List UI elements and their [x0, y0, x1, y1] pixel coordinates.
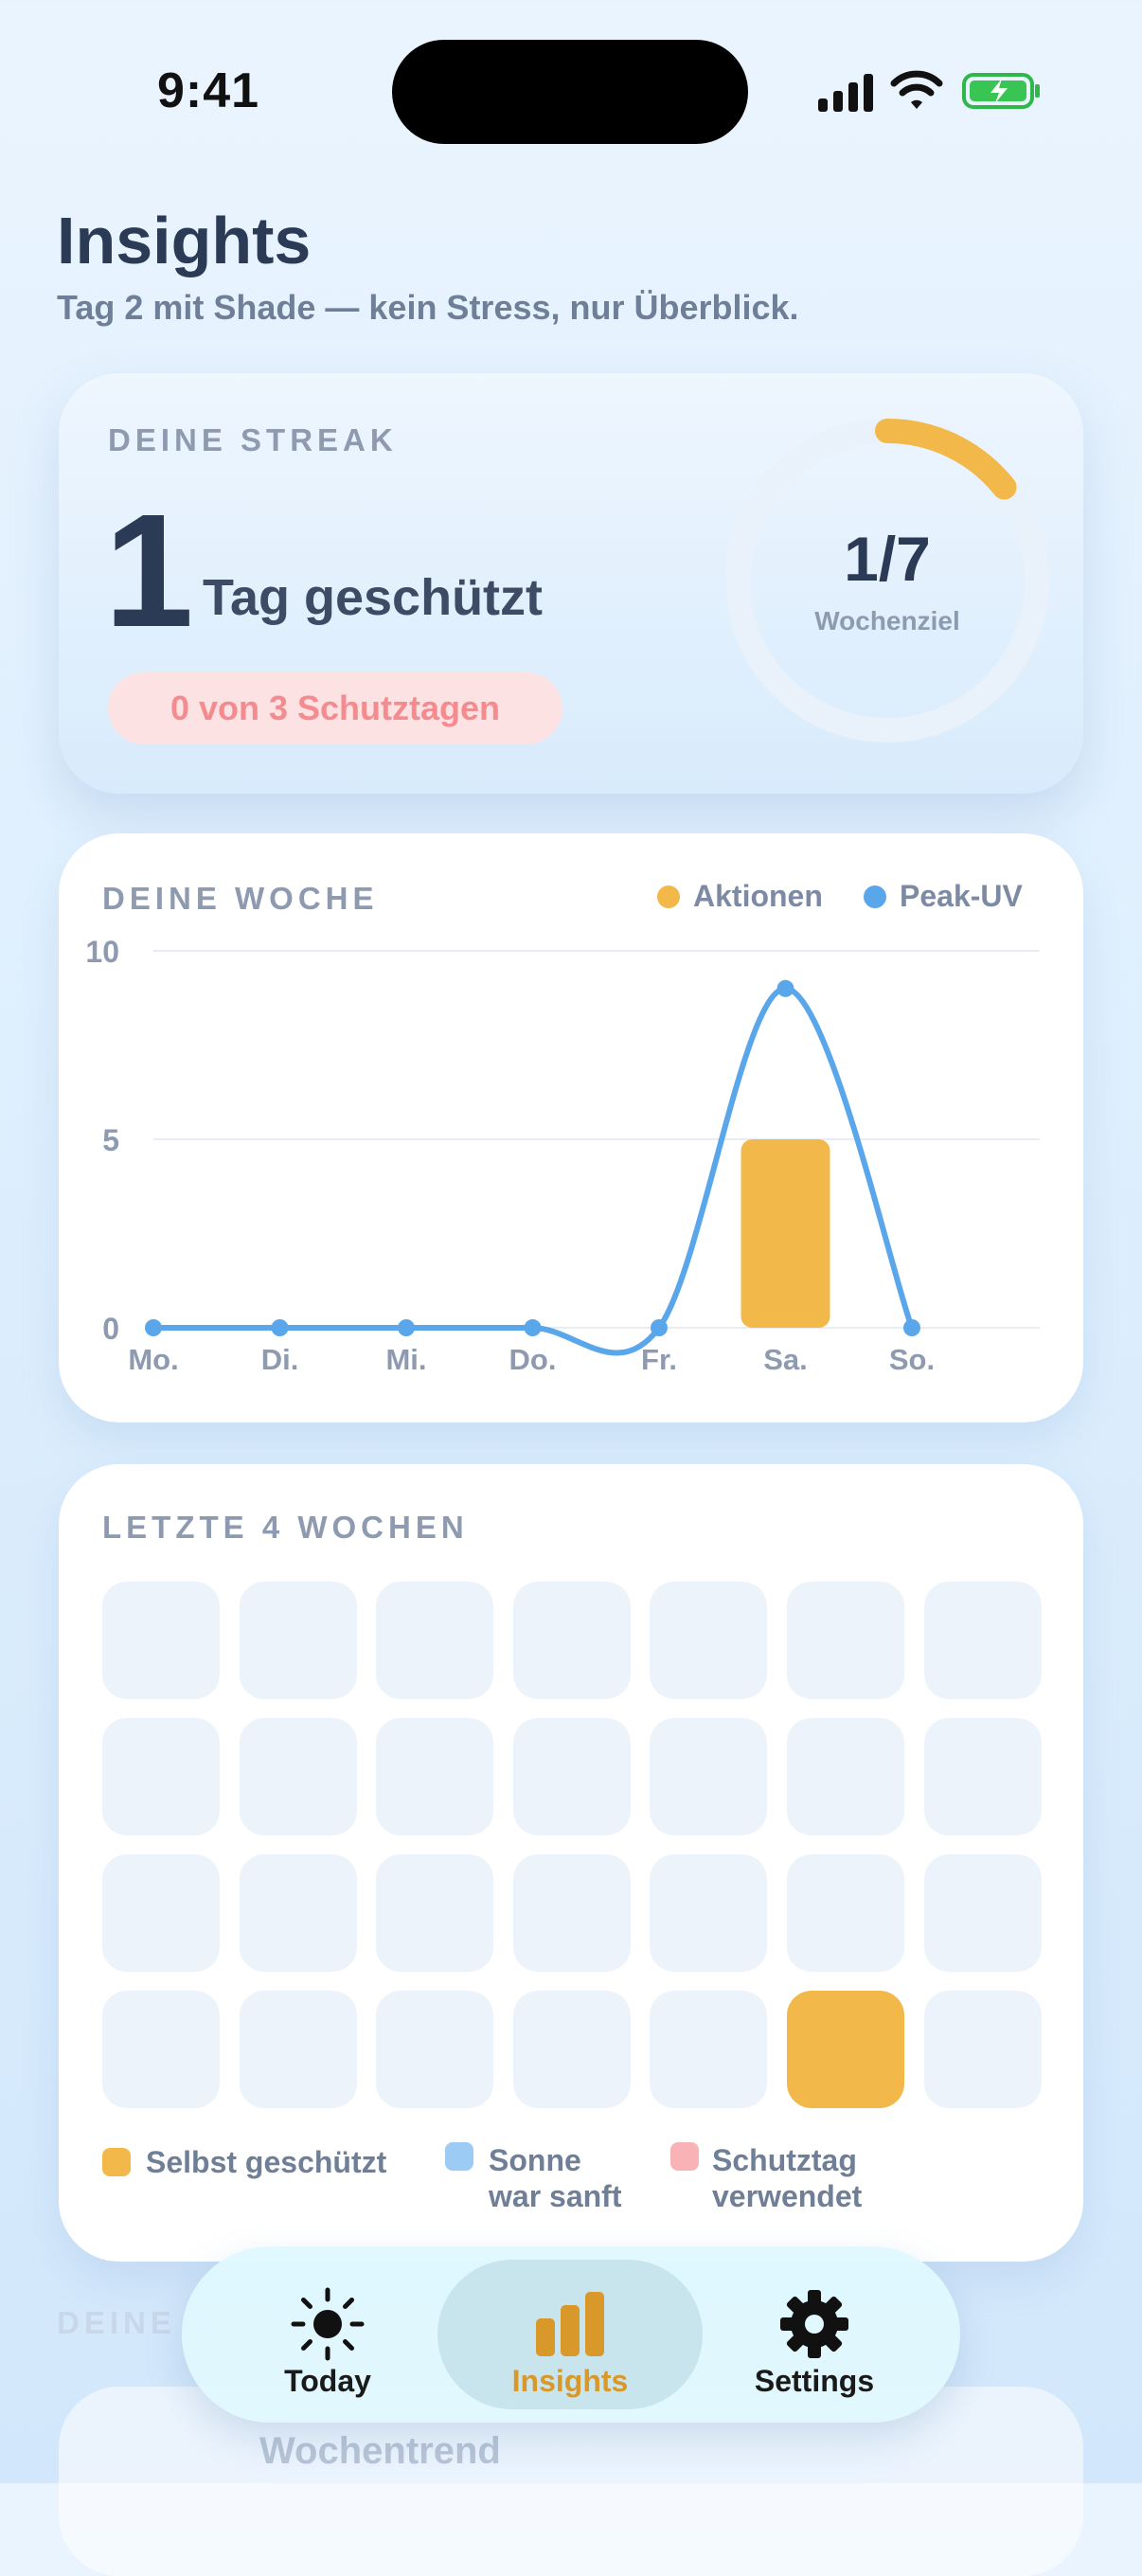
tab-today-label: Today: [284, 2364, 371, 2398]
legend-shield-day-line2: verwendet: [712, 2179, 863, 2213]
legend-shield-day-swatch: [670, 2142, 699, 2171]
day-cell: [102, 1582, 220, 1699]
x-tick-Mo.: Mo.: [128, 1343, 178, 1376]
uv-point-So.: [903, 1319, 920, 1336]
day-cell: [376, 1991, 494, 2108]
day-cell: [512, 1718, 631, 1835]
peak-uv-line: [151, 985, 915, 1356]
cellular-signal-icon: [818, 74, 873, 112]
day-cell: [923, 1718, 1042, 1835]
legend-gentle-sun-text: Sonne war sanft: [489, 2142, 621, 2214]
legend-actions: Aktionen: [657, 879, 823, 914]
streak-card: DEINE STREAK 1 Tag geschützt 0 von 3 Sch…: [59, 373, 1083, 794]
tab-insights[interactable]: Insights: [437, 2260, 703, 2409]
legend-actions-dot: [657, 885, 680, 908]
weekly-trend-title: Wochentrend: [259, 2430, 501, 2472]
day-cell: [923, 1582, 1042, 1699]
battery-charging-icon: [962, 73, 1040, 109]
status-time: 9:41: [157, 63, 260, 118]
day-cell: [650, 1718, 768, 1835]
day-cell: [787, 1991, 904, 2108]
weekly-goal-label: Wochenziel: [814, 606, 960, 635]
legend-self-protected-label: Selbst geschützt: [146, 2145, 387, 2179]
status-bar: 9:41: [0, 0, 1142, 180]
tab-bar: Today Insights Settings: [182, 2246, 960, 2423]
wifi-icon: [890, 70, 943, 109]
tab-insights-label: Insights: [511, 2364, 629, 2398]
day-cell: [102, 1718, 220, 1835]
day-cell: [239, 1582, 357, 1699]
streak-kicker: DEINE STREAK: [108, 422, 398, 457]
weekly-goal-value: 1/7: [844, 524, 931, 594]
x-tick-Do.: Do.: [509, 1343, 557, 1376]
legend-gentle-sun-line2: war sanft: [489, 2179, 622, 2213]
legend-actions-label: Aktionen: [693, 879, 823, 913]
day-cell: [650, 1854, 768, 1972]
x-tick-Sa.: Sa.: [763, 1343, 808, 1376]
day-cell: [923, 1991, 1042, 2108]
day-cell: [512, 1582, 631, 1699]
legend-gentle-sun-line1: Sonne: [489, 2143, 581, 2177]
day-cell: [923, 1854, 1042, 1972]
last-weeks-kicker: LETZTE 4 WOCHEN: [102, 1510, 469, 1545]
streak-value: 1: [104, 481, 194, 661]
last-four-weeks-card: LETZTE 4 WOCHEN Selbst geschützt Sonne w…: [59, 1464, 1083, 2262]
x-tick-Fr.: Fr.: [641, 1343, 677, 1376]
day-cell: [376, 1582, 494, 1699]
legend-gentle-sun: [445, 2142, 489, 2171]
streak-unit: Tag geschützt: [203, 569, 544, 626]
legend-shield-day-text: Schutztag verwendet: [712, 2142, 862, 2214]
day-cell: [787, 1582, 904, 1699]
day-cell: [512, 1991, 631, 2108]
day-cell: [512, 1854, 631, 1972]
week-chart-card: DEINE WOCHE Aktionen Peak-UV 0 5 10 Mo. Di. M…: [59, 833, 1083, 1422]
weekly-goal-progress-arc: [875, 419, 1017, 500]
legend-shield-day-line1: Schutztag: [712, 2143, 857, 2177]
uv-point-Di.: [271, 1319, 289, 1336]
day-cell: [239, 1991, 357, 2108]
y-tick-5: 5: [102, 1123, 119, 1157]
day-cell: [787, 1718, 904, 1835]
y-tick-0: 0: [102, 1312, 119, 1346]
dynamic-island: [392, 40, 748, 144]
tab-today[interactable]: Today: [195, 2260, 460, 2409]
day-cell: [376, 1718, 494, 1835]
uv-point-Sa.: [776, 979, 794, 997]
legend-self-protected-swatch: [102, 2148, 131, 2176]
uv-point-Do.: [524, 1319, 542, 1336]
day-cell: [239, 1718, 357, 1835]
gear-icon: [780, 2290, 848, 2358]
legend-gentle-sun-swatch: [445, 2142, 473, 2171]
uv-point-Mo.: [145, 1319, 162, 1336]
legend-self-protected: Selbst geschützt: [102, 2144, 386, 2180]
legend-peak-uv: Peak-UV: [864, 879, 1023, 914]
x-tick-Mi.: Mi.: [385, 1343, 426, 1376]
uv-point-Fr.: [651, 1319, 668, 1336]
x-tick-Di.: Di.: [261, 1343, 299, 1376]
legend-peak-uv-dot: [864, 885, 886, 908]
bar-Sa.: [741, 1139, 830, 1328]
day-cell: [102, 1854, 220, 1972]
legend-peak-uv-label: Peak-UV: [900, 879, 1023, 913]
weekly-goal-ring: [725, 419, 1049, 742]
legend-shield-day: [670, 2142, 714, 2171]
tab-settings[interactable]: Settings: [682, 2260, 947, 2409]
uv-point-Mi.: [398, 1319, 415, 1336]
page-subtitle: Tag 2 mit Shade — kein Stress, nur Überb…: [57, 288, 799, 327]
x-tick-So.: So.: [889, 1343, 935, 1376]
day-cell: [787, 1854, 904, 1972]
week-kicker: DEINE WOCHE: [102, 881, 379, 916]
page-title: Insights: [57, 204, 312, 277]
week-chart: 0 5 10 Mo. Di. Mi. Do. Fr. Sa. So.: [85, 935, 1040, 1376]
day-cell: [239, 1854, 357, 1972]
shield-days-badge: 0 von 3 Schutztagen: [108, 672, 562, 744]
day-cell: [376, 1854, 494, 1972]
tab-settings-label: Settings: [754, 2364, 875, 2398]
sun-icon: [291, 2287, 365, 2361]
y-tick-10: 10: [85, 935, 119, 969]
day-cell: [650, 1582, 768, 1699]
day-cell: [102, 1991, 220, 2108]
day-cell: [650, 1991, 768, 2108]
bar-chart-icon: [536, 2292, 604, 2356]
